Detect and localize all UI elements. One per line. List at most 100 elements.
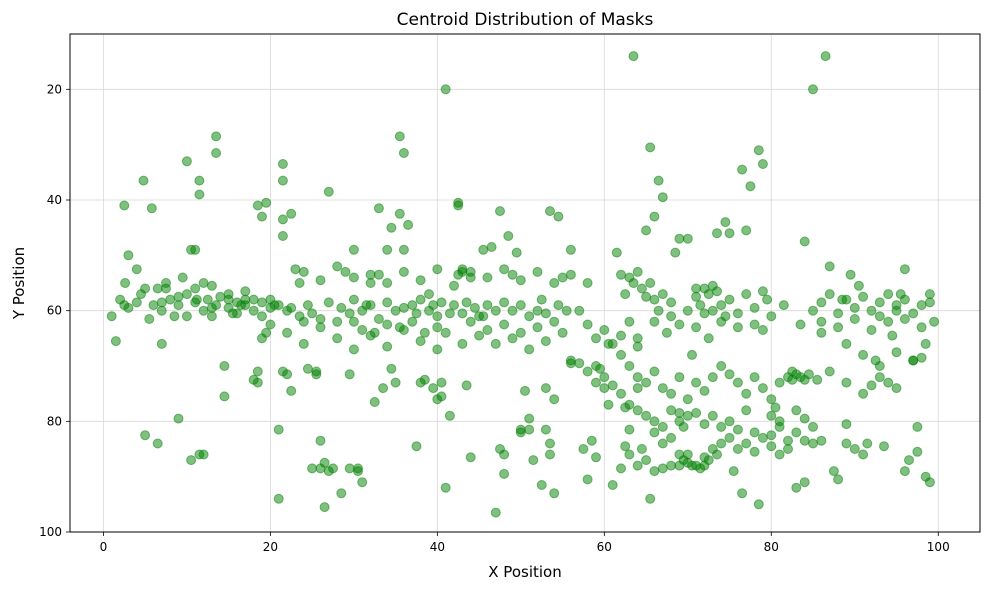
scatter-point bbox=[311, 369, 322, 380]
scatter-point bbox=[682, 394, 693, 405]
scatter-point bbox=[707, 372, 718, 383]
scatter-point bbox=[703, 455, 714, 466]
y-axis-title: Y Position bbox=[10, 247, 28, 320]
scatter-point bbox=[874, 361, 885, 371]
scatter-point bbox=[695, 463, 706, 474]
scatter-point bbox=[398, 148, 409, 158]
scatter-point bbox=[549, 394, 560, 405]
scatter-point bbox=[490, 507, 501, 518]
scatter-point bbox=[357, 325, 368, 335]
scatter-point bbox=[240, 286, 251, 297]
scatter-point bbox=[131, 297, 142, 308]
scatter-point bbox=[436, 377, 447, 388]
scatter-point bbox=[461, 380, 472, 391]
scatter-point bbox=[591, 452, 601, 463]
scatter-point bbox=[206, 280, 217, 291]
scatter-point bbox=[365, 278, 376, 288]
scatter-point bbox=[891, 300, 902, 311]
scatter-point bbox=[682, 410, 693, 421]
scatter-point bbox=[716, 300, 727, 311]
scatter-point bbox=[904, 455, 914, 466]
scatter-point bbox=[549, 488, 560, 499]
scatter-point bbox=[657, 421, 668, 432]
scatter-point bbox=[791, 482, 802, 493]
scatter-point bbox=[757, 286, 768, 297]
scatter-point bbox=[712, 449, 722, 460]
y-tick-label: 20 bbox=[47, 82, 62, 96]
scatter-point bbox=[858, 449, 869, 460]
scatter-point bbox=[816, 327, 827, 338]
scatter-point bbox=[319, 502, 330, 513]
scatter-point bbox=[248, 294, 259, 305]
scatter-point bbox=[757, 159, 768, 169]
scatter-point bbox=[407, 316, 418, 327]
scatter-point bbox=[411, 308, 422, 319]
scatter-point bbox=[307, 463, 318, 474]
scatter-point bbox=[899, 466, 910, 477]
scatter-point bbox=[140, 430, 151, 441]
scatter-point bbox=[699, 385, 710, 396]
scatter-point bbox=[115, 294, 126, 305]
scatter-point bbox=[553, 211, 564, 222]
scatter-point bbox=[924, 297, 935, 308]
scatter-point bbox=[691, 322, 702, 333]
scatter-point bbox=[482, 325, 493, 335]
scatter-point bbox=[666, 388, 677, 399]
scatter-point bbox=[603, 399, 614, 410]
scatter-point bbox=[415, 336, 426, 347]
scatter-point bbox=[883, 377, 894, 388]
scatter-point bbox=[687, 349, 697, 360]
scatter-point bbox=[849, 314, 860, 324]
scatter-point bbox=[707, 410, 718, 421]
x-tick-label: 80 bbox=[764, 540, 779, 554]
scatter-point bbox=[119, 200, 130, 211]
y-tick-label: 60 bbox=[47, 304, 62, 318]
scatter-point bbox=[382, 297, 393, 308]
scatter-point bbox=[315, 275, 326, 286]
scatter-point bbox=[757, 432, 768, 443]
scatter-point bbox=[712, 228, 722, 239]
scatter-point bbox=[858, 388, 869, 399]
scatter-point bbox=[190, 283, 201, 294]
scatter-point bbox=[732, 377, 743, 388]
scatter-point bbox=[478, 311, 489, 322]
scatter-point bbox=[286, 302, 297, 313]
scatter-point bbox=[198, 278, 209, 288]
scatter-point bbox=[620, 289, 631, 300]
scatter-point bbox=[716, 438, 727, 449]
scatter-point bbox=[741, 388, 752, 399]
scatter-point bbox=[328, 463, 338, 474]
scatter-point bbox=[499, 264, 510, 275]
scatter-point bbox=[691, 408, 702, 418]
scatter-point bbox=[248, 305, 259, 316]
scatter-point bbox=[419, 374, 430, 385]
scatter-point bbox=[553, 300, 564, 311]
scatter-point bbox=[641, 410, 652, 421]
scatter-point bbox=[382, 244, 393, 255]
scatter-point bbox=[703, 333, 714, 344]
scatter-point bbox=[277, 231, 288, 241]
scatter-point bbox=[824, 366, 835, 377]
x-tick-label: 20 bbox=[263, 540, 278, 554]
scatter-point bbox=[515, 300, 526, 311]
scatter-point bbox=[156, 338, 167, 349]
scatter-point bbox=[365, 300, 376, 311]
scatter-point bbox=[645, 142, 656, 153]
scatter-point bbox=[770, 402, 781, 413]
scatter-point bbox=[795, 319, 806, 330]
scatter-point bbox=[845, 269, 856, 280]
x-tick-label: 60 bbox=[597, 540, 612, 554]
scatter-point bbox=[799, 236, 810, 247]
scatter-point bbox=[499, 297, 510, 308]
scatter-point bbox=[323, 186, 334, 197]
scatter-point bbox=[682, 233, 693, 244]
scatter-point bbox=[419, 327, 430, 338]
scatter-point bbox=[148, 300, 159, 311]
scatter-point bbox=[883, 316, 894, 327]
scatter-point bbox=[190, 244, 201, 255]
scatter-point bbox=[298, 338, 309, 349]
scatter-point bbox=[582, 474, 593, 485]
scatter-point bbox=[482, 300, 493, 311]
scatter-point bbox=[515, 327, 526, 338]
scatter-point bbox=[323, 297, 334, 308]
